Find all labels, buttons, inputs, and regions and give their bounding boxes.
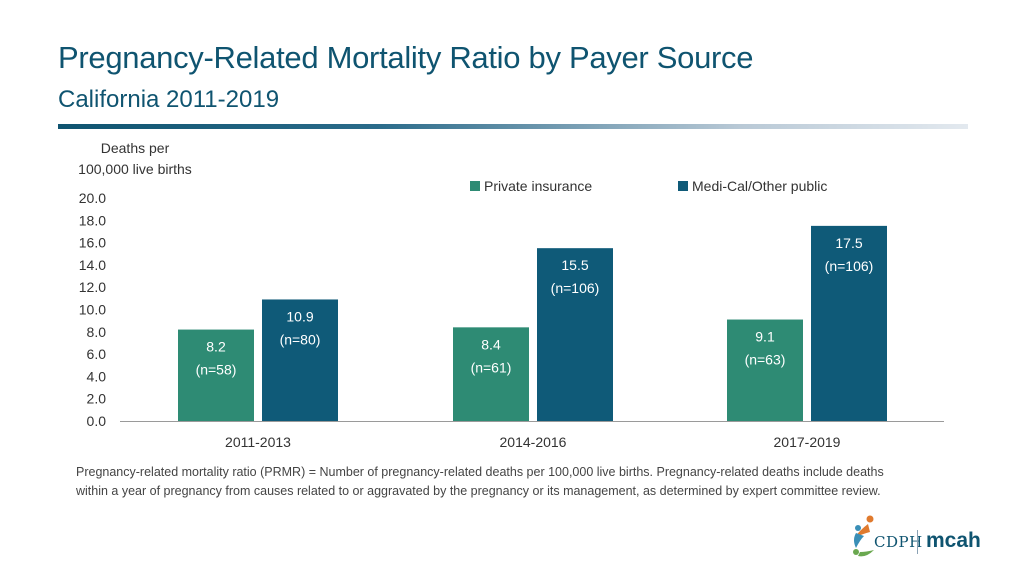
title-divider — [58, 124, 968, 129]
legend-label: Private insurance — [484, 178, 592, 194]
y-tick-label: 4.0 — [87, 368, 107, 384]
data-label-value: 9.1 — [755, 329, 775, 345]
y-tick-label: 2.0 — [87, 391, 107, 407]
legend-swatch — [470, 181, 480, 191]
logo-separator — [917, 530, 918, 554]
y-tick-label: 20.0 — [79, 190, 106, 206]
data-label-value: 15.5 — [561, 257, 588, 273]
data-label-n: (n=61) — [471, 359, 512, 375]
y-tick-label: 14.0 — [79, 257, 106, 273]
bar-private-2017-2019 — [727, 319, 803, 421]
data-label-n: (n=63) — [745, 352, 786, 368]
y-axis-label-line1: Deaths per — [101, 140, 170, 156]
data-label-value: 10.9 — [286, 308, 313, 324]
x-tick-label: 2011-2013 — [225, 434, 291, 450]
logo-cdph-text: CDPH — [874, 533, 923, 551]
legend-swatch — [678, 181, 688, 191]
y-tick-label: 12.0 — [79, 279, 106, 295]
y-tick-label: 0.0 — [87, 413, 107, 429]
data-label-n: (n=106) — [551, 280, 600, 296]
x-tick-label: 2017-2019 — [774, 434, 841, 450]
cdph-mcah-logo: CDPH mcah — [848, 512, 981, 562]
data-label-n: (n=58) — [196, 362, 237, 378]
y-tick-label: 10.0 — [79, 302, 106, 318]
footnote: Pregnancy-related mortality ratio (PRMR)… — [76, 465, 884, 498]
data-label-n: (n=80) — [280, 331, 321, 347]
x-tick-label: 2014-2016 — [500, 434, 567, 450]
page-subtitle: California 2011-2019 — [58, 86, 280, 113]
bar-medical-2017-2019 — [811, 225, 887, 421]
bar-medical-2011-2013 — [262, 299, 338, 421]
bar-private-2011-2013 — [178, 329, 254, 421]
y-tick-label: 16.0 — [79, 235, 106, 251]
bar-medical-2014-2016 — [537, 248, 613, 421]
page-title: Pregnancy-Related Mortality Ratio by Pay… — [58, 40, 754, 75]
y-tick-label: 6.0 — [87, 346, 107, 362]
data-label-value: 8.2 — [206, 339, 226, 355]
y-axis-label-line2: 100,000 live births — [78, 161, 192, 177]
logo-mcah-text: mcah — [926, 529, 981, 552]
bar-private-2014-2016 — [453, 327, 529, 421]
y-tick-label: 18.0 — [79, 212, 106, 228]
data-label-value: 8.4 — [481, 336, 501, 352]
bar-chart: Deaths per 100,000 live births 0.0 2.0 4.0 6.… — [78, 140, 944, 450]
legend-label: Medi-Cal/Other public — [692, 178, 827, 194]
y-tick-label: 8.0 — [87, 324, 107, 340]
data-label-n: (n=106) — [825, 258, 874, 274]
data-label-value: 17.5 — [835, 235, 862, 251]
cdph-figure-icon — [853, 515, 874, 557]
